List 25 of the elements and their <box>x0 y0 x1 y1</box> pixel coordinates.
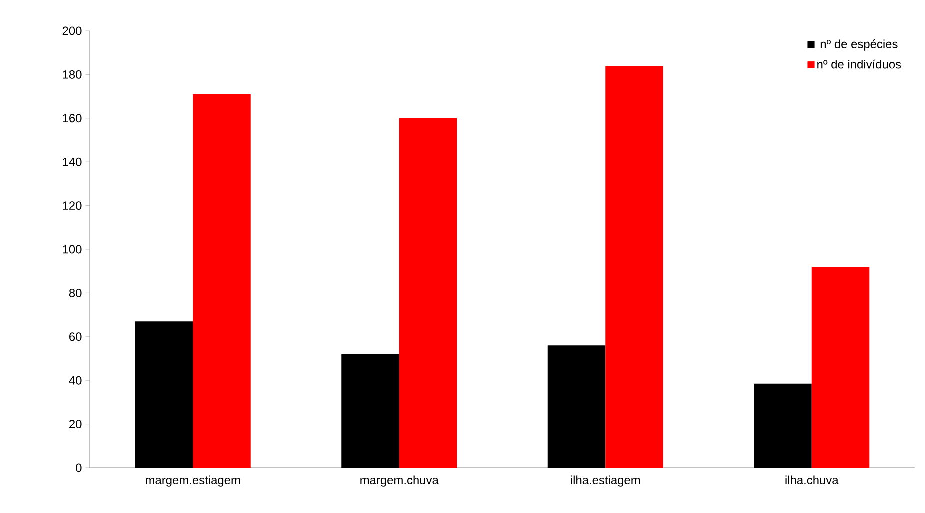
y-tick-label: 20 <box>70 420 82 429</box>
y-tick-label: 80 <box>69 288 82 298</box>
x-tick-label: ilha.chuva <box>786 476 839 485</box>
x-tick-label: margem.chuva <box>360 476 439 487</box>
bar <box>399 118 458 468</box>
bar <box>606 66 664 468</box>
legend-label: nº de espécies <box>820 40 898 51</box>
y-tick-label: 200 <box>62 26 82 36</box>
x-tick-label: ilha.estiagem <box>571 476 640 487</box>
y-tick-label: 140 <box>63 158 82 166</box>
bar <box>193 94 251 468</box>
bar <box>548 346 606 468</box>
y-tick-label: 120 <box>63 202 82 210</box>
bar <box>342 354 400 468</box>
y-tick-label: 0 <box>76 464 82 472</box>
bar <box>135 322 194 468</box>
bar <box>812 266 870 468</box>
bar <box>754 384 812 468</box>
y-tick-label: 40 <box>69 376 82 385</box>
y-tick-label: 100 <box>63 245 82 254</box>
y-tick-label: 180 <box>63 70 82 79</box>
x-tick-label: margem.estiagem <box>146 476 240 487</box>
y-tick-label: 60 <box>70 332 82 342</box>
y-tick-label: 160 <box>63 114 82 123</box>
legend-label: nº de indivíduos <box>818 60 902 69</box>
